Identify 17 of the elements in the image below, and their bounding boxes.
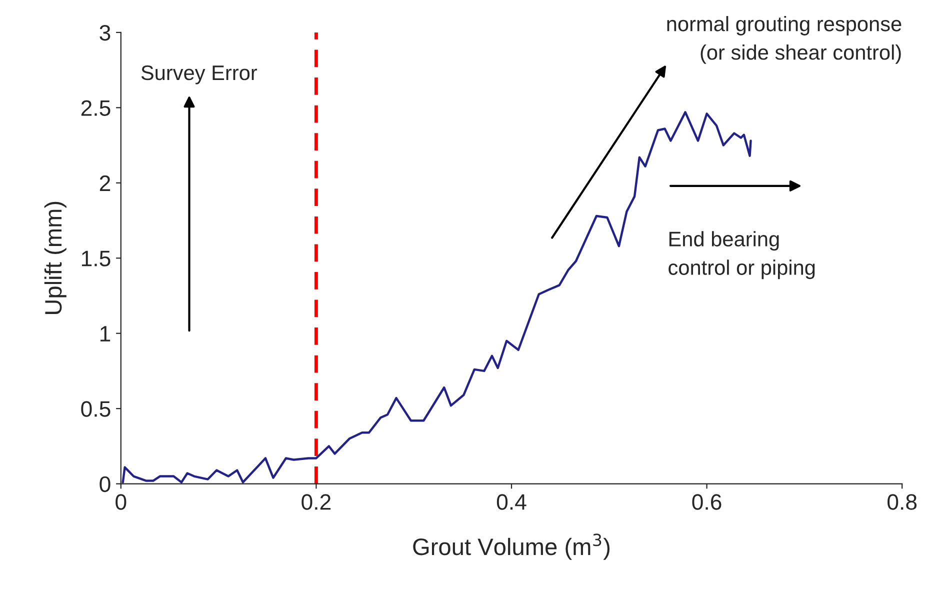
y-tick-label: 3 — [100, 24, 110, 41]
x-tick-label: 0.4 — [496, 494, 526, 510]
y-tick-label: 2 — [100, 175, 110, 191]
x-tick-label: 0.2 — [302, 494, 331, 510]
x-axis-title: Grout Volume (m$^{3}$) — [413, 534, 610, 560]
x-tick-label: 0.8 — [888, 494, 917, 510]
y-tick-label: 0 — [100, 476, 110, 492]
annotation: End bearing control or piping — [668, 231, 815, 280]
y-tick-label: 0.5 — [81, 401, 110, 417]
annotation: normal grouting response (or side shear control) — [667, 16, 902, 64]
annotation: Survey Error — [141, 65, 258, 84]
x-tick-label: 0 — [116, 494, 126, 510]
x-tick-label: 0.6 — [692, 494, 722, 510]
y-tick-label: 2.5 — [81, 100, 110, 116]
y-axis-title: Uplift (mm) — [44, 202, 66, 314]
y-tick-label: 1 — [100, 326, 110, 342]
y-tick-label: 1.5 — [82, 250, 110, 266]
